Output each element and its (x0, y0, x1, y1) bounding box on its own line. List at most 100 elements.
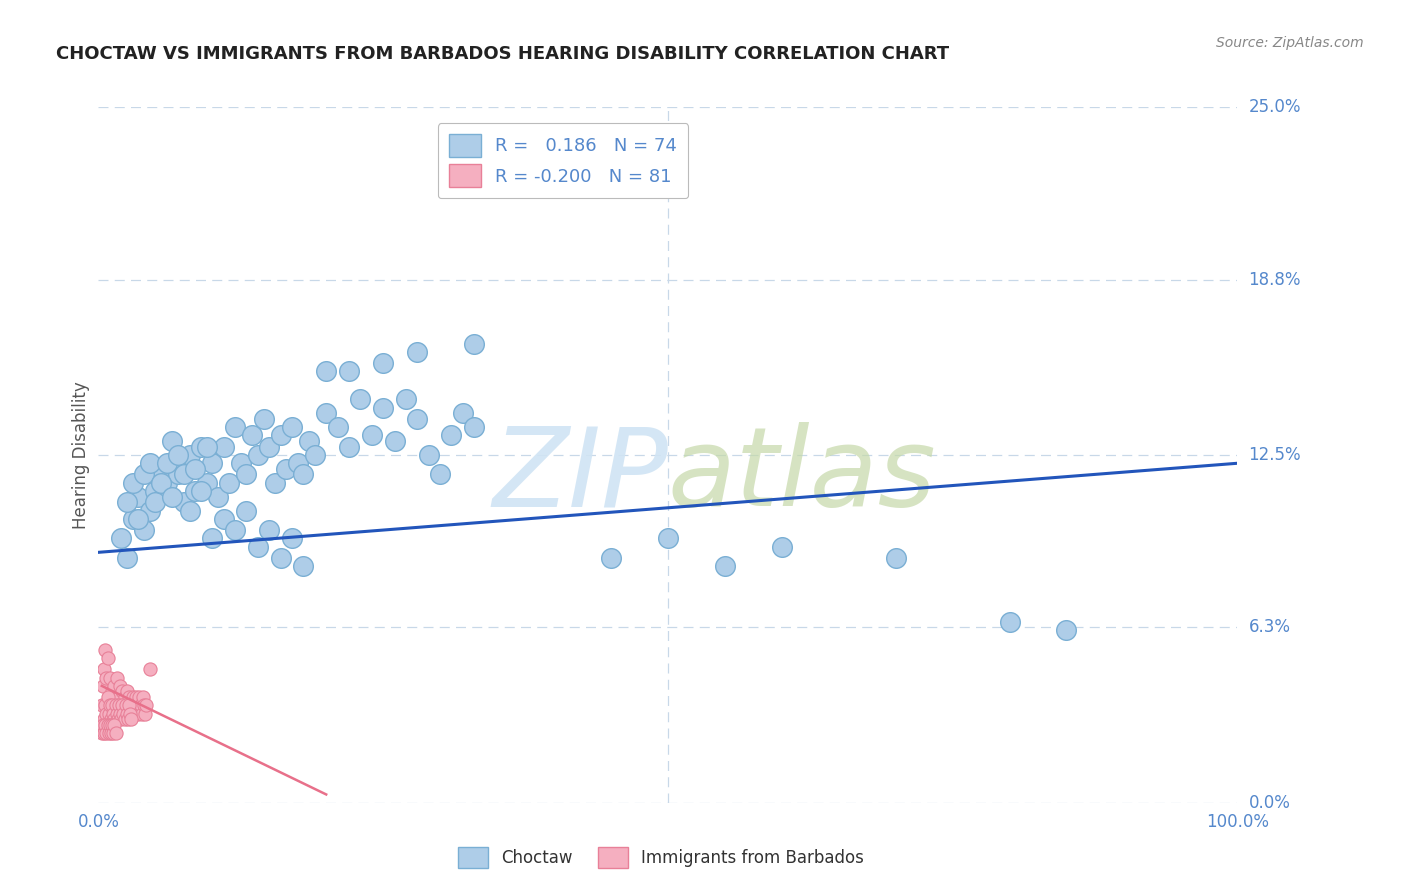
Point (104, 690, 127, 704)
Point (120, 712, 142, 726)
Point (429, 467, 451, 482)
Point (108, 706, 131, 721)
Point (132, 698, 155, 713)
Point (124, 706, 146, 721)
Point (96, 690, 118, 704)
Point (114, 698, 136, 713)
Point (195, 440, 218, 454)
Point (315, 364, 337, 378)
Point (218, 475, 240, 490)
Point (486, 142, 509, 156)
Point (150, 462, 173, 476)
Point (463, 420, 485, 434)
Point (97, 706, 120, 721)
Point (110, 712, 132, 726)
Point (195, 475, 218, 490)
Point (100, 712, 122, 726)
Point (103, 712, 125, 726)
Point (101, 718, 124, 732)
Point (117, 712, 139, 726)
Point (91, 718, 114, 732)
Point (212, 440, 235, 454)
Point (118, 698, 141, 713)
Point (115, 706, 138, 721)
Point (212, 512, 235, 526)
Text: ZIP: ZIP (492, 422, 668, 529)
Point (224, 523, 246, 537)
Point (120, 706, 142, 721)
Point (110, 532, 132, 546)
Point (156, 456, 179, 470)
Text: Source: ZipAtlas.com: Source: ZipAtlas.com (1216, 36, 1364, 50)
Point (264, 475, 287, 490)
Point (104, 698, 127, 713)
Legend: Choctaw, Immigrants from Barbados: Choctaw, Immigrants from Barbados (451, 840, 870, 875)
Point (125, 690, 148, 704)
Point (93, 662, 115, 676)
Point (276, 462, 298, 476)
Point (138, 503, 160, 517)
Point (103, 718, 125, 732)
Point (127, 698, 149, 713)
Point (337, 364, 360, 378)
Point (97, 690, 120, 704)
Point (384, 434, 406, 448)
Point (657, 532, 679, 546)
Point (235, 467, 257, 482)
Point (96, 706, 118, 721)
Point (145, 484, 167, 499)
Point (162, 490, 184, 504)
Point (105, 671, 128, 685)
Point (1056, 624, 1078, 638)
Point (94, 718, 117, 732)
Point (127, 512, 149, 526)
Point (120, 706, 142, 721)
Point (326, 420, 349, 434)
Point (270, 428, 292, 442)
Point (201, 532, 224, 546)
Point (440, 428, 463, 442)
Point (117, 706, 139, 721)
Point (115, 550, 138, 565)
Point (112, 706, 135, 721)
Point (138, 662, 160, 676)
Point (259, 440, 281, 454)
Point (115, 684, 138, 698)
Point (252, 411, 274, 425)
Point (281, 420, 304, 434)
Point (281, 532, 304, 546)
Text: 0.0%: 0.0% (1249, 794, 1291, 812)
Point (127, 490, 149, 504)
Point (298, 434, 321, 448)
Point (93, 726, 115, 740)
Point (90, 726, 112, 740)
Point (179, 448, 201, 462)
Point (122, 698, 145, 713)
Point (167, 448, 190, 462)
Point (287, 456, 309, 470)
Point (98, 671, 121, 685)
Point (96, 651, 118, 665)
Point (138, 456, 160, 470)
Point (112, 706, 135, 721)
Text: 6.3%: 6.3% (1249, 618, 1291, 637)
Point (451, 406, 474, 420)
Point (98, 718, 121, 732)
Point (121, 690, 143, 704)
Point (101, 684, 124, 698)
Point (97, 726, 120, 740)
Point (128, 690, 150, 704)
Point (103, 679, 125, 693)
Point (240, 428, 263, 442)
Point (292, 559, 315, 574)
Point (173, 495, 195, 509)
Point (108, 690, 131, 704)
Point (120, 698, 142, 713)
Point (150, 475, 173, 490)
Point (98, 698, 121, 713)
Point (131, 706, 153, 721)
Point (111, 684, 134, 698)
Point (96, 671, 118, 685)
Point (132, 523, 155, 537)
Point (115, 495, 138, 509)
